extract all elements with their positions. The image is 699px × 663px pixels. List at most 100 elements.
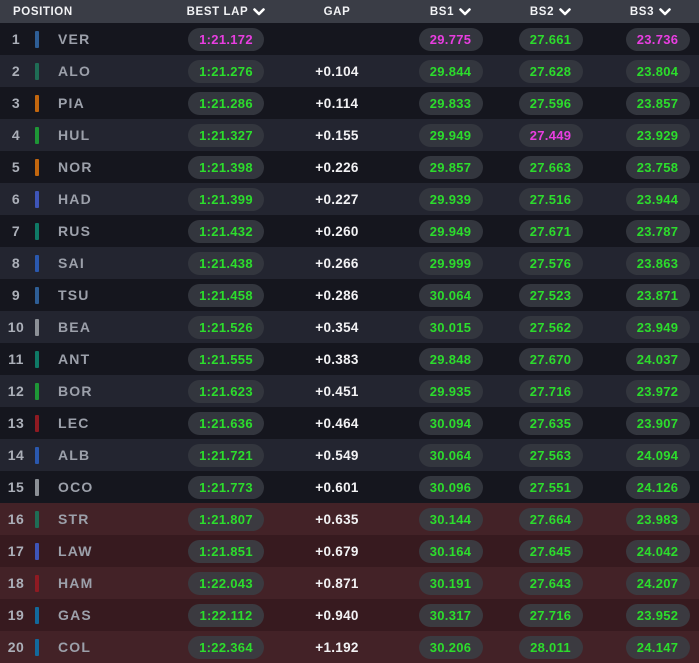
driver-code: VER	[58, 31, 91, 47]
bs1-value: 30.096	[418, 475, 483, 499]
gap-value: +0.451	[315, 383, 359, 399]
position-number: 9	[11, 287, 21, 303]
gap-value: +1.192	[315, 639, 359, 655]
best-lap-value: 1:21.286	[188, 91, 264, 115]
column-header-label: BS2	[529, 5, 555, 18]
best-lap-value: 1:21.623	[188, 379, 264, 403]
best-lap-value: 1:21.327	[188, 123, 264, 147]
bs2-value: 27.516	[518, 187, 583, 211]
driver-code: BOR	[58, 383, 93, 399]
table-row[interactable]: 17 LAW 1:21.851 +0.679 30.164 27.645 24.…	[0, 535, 699, 567]
table-row[interactable]: 8 SAI 1:21.438 +0.266 29.999 27.576 23.8…	[0, 247, 699, 279]
team-color-bar	[35, 574, 39, 592]
bs2-value: 27.596	[518, 91, 583, 115]
team-color-bar	[35, 478, 39, 496]
table-row[interactable]: 6 HAD 1:21.399 +0.227 29.939 27.516 23.9…	[0, 183, 699, 215]
table-row[interactable]: 20 COL 1:22.364 +1.192 30.206 28.011 24.…	[0, 631, 699, 663]
bs3-value: 23.758	[625, 155, 690, 179]
best-lap-value: 1:21.398	[188, 155, 264, 179]
gap-value: +0.549	[315, 447, 359, 463]
chevron-down-icon	[253, 7, 266, 15]
column-header-bs3[interactable]: BS3	[602, 6, 699, 18]
bs3-value: 23.929	[625, 123, 690, 147]
best-lap-value: 1:21.458	[188, 283, 264, 307]
driver-code: ALB	[58, 447, 91, 463]
bs1-value: 29.949	[418, 219, 483, 243]
gap-value: +0.940	[315, 607, 359, 623]
bs1-value: 30.144	[418, 507, 483, 531]
table-row[interactable]: 2 ALO 1:21.276 +0.104 29.844 27.628 23.8…	[0, 55, 699, 87]
chevron-down-icon	[459, 7, 471, 15]
table-row[interactable]: 4 HUL 1:21.327 +0.155 29.949 27.449 23.9…	[0, 119, 699, 151]
bs3-value: 23.871	[625, 283, 690, 307]
table-row[interactable]: 7 RUS 1:21.432 +0.260 29.949 27.671 23.7…	[0, 215, 699, 247]
gap-value: +0.635	[315, 511, 359, 527]
table-row[interactable]: 9 TSU 1:21.458 +0.286 30.064 27.523 23.8…	[0, 279, 699, 311]
table-row[interactable]: 19 GAS 1:22.112 +0.940 30.317 27.716 23.…	[0, 599, 699, 631]
position-number: 18	[7, 575, 25, 591]
bs3-value: 24.147	[625, 635, 690, 659]
team-color-bar	[35, 126, 39, 144]
bs1-value: 30.094	[418, 411, 483, 435]
team-color-bar	[35, 222, 39, 240]
driver-code: LEC	[58, 415, 90, 431]
bs1-value: 29.999	[418, 251, 483, 275]
team-color-bar	[35, 254, 39, 272]
bs3-value: 23.907	[625, 411, 690, 435]
bs1-value: 29.775	[418, 27, 483, 51]
table-row[interactable]: 13 LEC 1:21.636 +0.464 30.094 27.635 23.…	[0, 407, 699, 439]
table-row[interactable]: 14 ALB 1:21.721 +0.549 30.064 27.563 24.…	[0, 439, 699, 471]
bs2-value: 27.523	[518, 283, 583, 307]
position-number: 4	[11, 127, 21, 143]
column-header-bs2[interactable]: BS2	[499, 6, 602, 18]
bs3-value: 23.804	[625, 59, 690, 83]
best-lap-value: 1:21.636	[188, 411, 264, 435]
best-lap-value: 1:21.851	[188, 539, 264, 563]
bs2-value: 27.661	[518, 27, 583, 51]
table-row[interactable]: 3 PIA 1:21.286 +0.114 29.833 27.596 23.8…	[0, 87, 699, 119]
table-row[interactable]: 12 BOR 1:21.623 +0.451 29.935 27.716 23.…	[0, 375, 699, 407]
column-header-label: GAP	[323, 5, 351, 18]
column-header-bs1[interactable]: BS1	[402, 6, 499, 18]
bs3-value: 23.949	[625, 315, 690, 339]
gap-value: +0.226	[315, 159, 359, 175]
table-row[interactable]: 5 NOR 1:21.398 +0.226 29.857 27.663 23.7…	[0, 151, 699, 183]
bs3-value: 23.972	[625, 379, 690, 403]
bs2-value: 27.628	[518, 59, 583, 83]
bs2-value: 28.011	[518, 635, 583, 659]
best-lap-value: 1:21.172	[188, 27, 264, 51]
column-header-best-lap[interactable]: BEST LAP	[180, 6, 272, 18]
bs2-value: 27.670	[518, 347, 583, 371]
position-number: 7	[11, 223, 21, 239]
table-row[interactable]: 11 ANT 1:21.555 +0.383 29.848 27.670 24.…	[0, 343, 699, 375]
gap-value: +0.601	[315, 479, 359, 495]
position-number: 10	[7, 319, 25, 335]
gap-value: +0.114	[315, 95, 359, 111]
timing-table-body: 1 VER 1:21.172 29.775 27.661 23.736 2 AL…	[0, 23, 699, 663]
bs1-value: 30.064	[418, 283, 483, 307]
position-number: 16	[7, 511, 25, 527]
table-row[interactable]: 18 HAM 1:22.043 +0.871 30.191 27.643 24.…	[0, 567, 699, 599]
bs2-value: 27.671	[518, 219, 583, 243]
driver-code: PIA	[58, 95, 85, 111]
gap-value: +0.266	[315, 255, 359, 271]
table-row[interactable]: 10 BEA 1:21.526 +0.354 30.015 27.562 23.…	[0, 311, 699, 343]
team-color-bar	[35, 446, 39, 464]
team-color-bar	[35, 62, 39, 80]
bs1-value: 30.317	[418, 603, 483, 627]
driver-code: BEA	[58, 319, 92, 335]
table-row[interactable]: 1 VER 1:21.172 29.775 27.661 23.736	[0, 23, 699, 55]
team-color-bar	[35, 286, 39, 304]
bs3-value: 24.042	[625, 539, 690, 563]
best-lap-value: 1:21.721	[188, 443, 264, 467]
column-header-label: BS3	[629, 5, 655, 18]
bs2-value: 27.716	[518, 379, 583, 403]
table-row[interactable]: 16 STR 1:21.807 +0.635 30.144 27.664 23.…	[0, 503, 699, 535]
best-lap-value: 1:22.112	[188, 603, 264, 627]
best-lap-value: 1:21.555	[188, 347, 264, 371]
gap-value: +0.354	[315, 319, 359, 335]
gap-value: +0.871	[315, 575, 359, 591]
bs2-value: 27.551	[518, 475, 583, 499]
bs1-value: 29.833	[418, 91, 483, 115]
table-row[interactable]: 15 OCO 1:21.773 +0.601 30.096 27.551 24.…	[0, 471, 699, 503]
